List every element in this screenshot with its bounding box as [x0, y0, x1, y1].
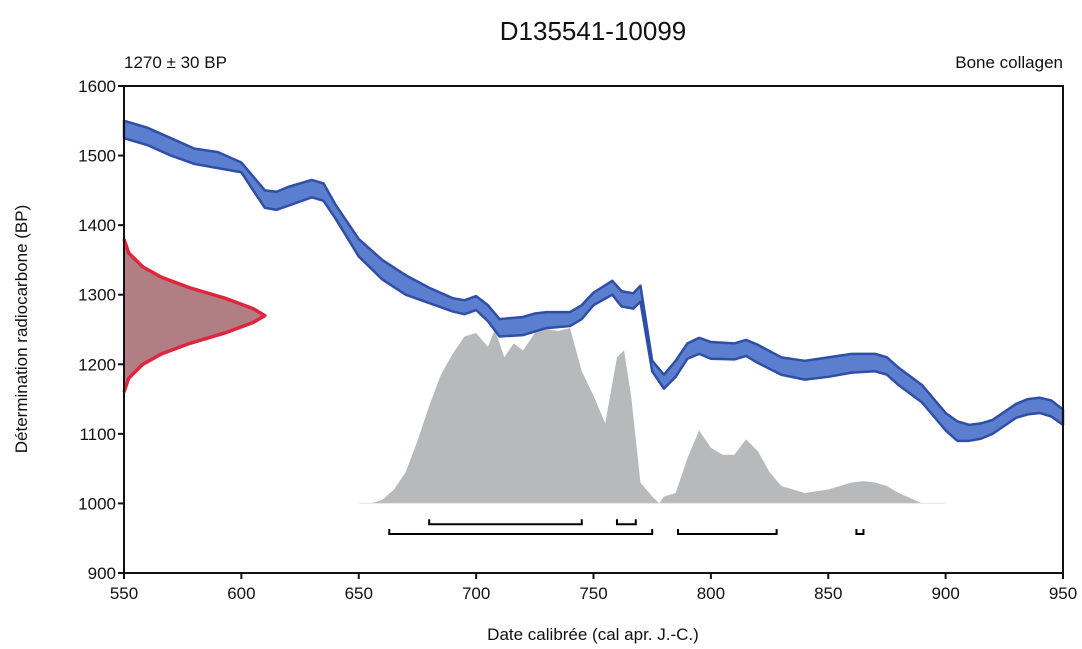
plot-frame: [123, 85, 1064, 574]
x-tick-label: 950: [1049, 584, 1077, 603]
x-tick-label: 900: [931, 584, 959, 603]
range-95-bracket: [388, 529, 654, 536]
y-tick-label: 1600: [78, 77, 116, 96]
plot-area: [122, 119, 1065, 536]
x-tick-label: 750: [579, 584, 607, 603]
radiocarbon-distribution-area: [124, 239, 265, 393]
y-tick-label: 1500: [78, 147, 116, 166]
calibration-curve-band: [122, 119, 1065, 443]
y-tick-label: 1200: [78, 355, 116, 374]
x-tick-label: 850: [814, 584, 842, 603]
y-tick-label: 1300: [78, 286, 116, 305]
y-tick-label: 1100: [79, 425, 116, 444]
x-axis-label: Date calibrée (cal apr. J.-C.): [487, 625, 699, 644]
range-95-bracket: [677, 529, 778, 536]
chart-subtitle-right: Bone collagen: [955, 53, 1063, 72]
calibrated-distribution-area: [124, 328, 1063, 504]
x-tick-label: 600: [227, 584, 255, 603]
x-tick-label: 700: [462, 584, 490, 603]
y-tick-label: 1400: [78, 216, 116, 235]
x-tick-label: 650: [345, 584, 373, 603]
chart-subtitle-left: 1270 ± 30 BP: [124, 53, 227, 72]
chart-title: D135541-10099: [500, 16, 687, 46]
x-tick-label: 550: [110, 584, 138, 603]
radiocarbon-distribution-edge: [122, 238, 267, 393]
y-tick-label: 900: [88, 564, 116, 583]
range-68-bracket: [615, 519, 637, 526]
range-95-bracket: [855, 529, 865, 536]
axis-ticks: 550 600 650 700 750 800 850 900 950 900 1000 1100 12…: [78, 77, 1077, 603]
y-tick-label: 1000: [78, 494, 116, 513]
range-68-bracket: [428, 519, 583, 526]
y-axis-label: Détermination radiocarbone (BP): [12, 205, 31, 454]
x-tick-label: 800: [697, 584, 725, 603]
